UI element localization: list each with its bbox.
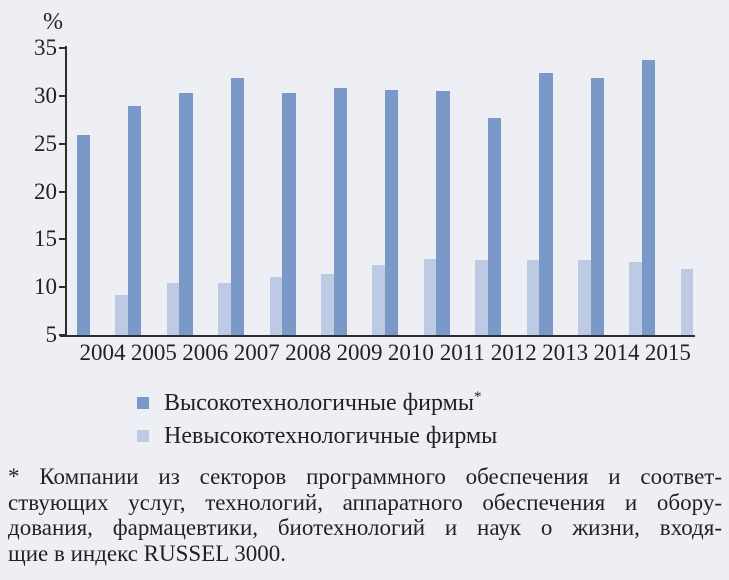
legend-swatch-lowtech: [137, 429, 149, 442]
x-tick-label-2007: 2007: [233, 340, 280, 365]
x-tick-label-2015: 2015: [644, 340, 691, 365]
y-tick-mark-15: [59, 238, 66, 241]
bar-hightech-2015: [641, 59, 656, 335]
bar-hightech-2014: [590, 77, 604, 335]
y-tick-label-15: 15: [34, 226, 57, 252]
x-tick-label-2004: 2004: [79, 340, 126, 365]
x-tick-label-2011: 2011: [439, 340, 485, 365]
y-tick-label-20: 20: [34, 178, 57, 204]
bar-lowtech-2013: [578, 260, 591, 335]
y-tick-mark-30: [59, 94, 66, 97]
bar-hightech-2007: [230, 77, 245, 335]
bar-lowtech-2010: [423, 258, 437, 335]
bar-lowtech-2006: [218, 283, 231, 335]
legend: Высокотехнологичные фирмы* Невысокотехно…: [137, 386, 497, 452]
bar-hightech-2012: [487, 117, 502, 335]
footnote-line-4: щие в индекс RUSSEL 3000.: [8, 540, 286, 566]
bar-lowtech-2015: [680, 269, 694, 335]
x-tick-label-2009: 2009: [336, 340, 383, 365]
y-axis-line: [65, 46, 67, 337]
bar-hightech-2009: [333, 88, 347, 335]
bar-lowtech-2005: [166, 283, 180, 335]
footnote-line-1: * Компании из секторов программного обес…: [8, 464, 722, 489]
bar-hightech-2011: [436, 91, 450, 335]
y-tick-mark-10: [59, 286, 66, 289]
x-tick-label-2010: 2010: [387, 340, 434, 365]
bar-lowtech-2011: [475, 260, 488, 335]
bar-lowtech-2014: [629, 262, 642, 335]
bar-lowtech-2009: [372, 265, 385, 335]
y-tick-label-25: 25: [34, 130, 57, 156]
legend-label-lowtech: Невысокотехнологичные фирмы: [164, 422, 497, 450]
footnote-line-3: дования, фармацевтики, биотехнологий и н…: [8, 515, 722, 540]
bar-lowtech-2007: [269, 276, 283, 335]
x-axis-line: [60, 335, 695, 337]
legend-label-hightech-asterisk: *: [473, 388, 482, 405]
y-tick-mark-25: [59, 142, 66, 145]
y-tick-label-10: 10: [34, 274, 57, 300]
bar-hightech-2010: [384, 90, 399, 335]
legend-label-hightech-text: Высокотехнологичные фирмы: [164, 389, 474, 416]
legend-label-hightech: Высокотехнологичные фирмы*: [164, 389, 481, 417]
legend-item-lowtech: Невысокотехнологичные фирмы: [137, 419, 497, 452]
bar-lowtech-2012: [526, 260, 540, 335]
x-tick-label-2005: 2005: [130, 340, 177, 365]
y-tick-label-5: 5: [45, 322, 58, 347]
x-tick-label-2008: 2008: [285, 340, 332, 365]
bar-hightech-2005: [127, 106, 142, 335]
x-tick-label-2013: 2013: [542, 340, 589, 365]
y-tick-label-35: 35: [34, 35, 57, 60]
legend-item-hightech: Высокотехнологичные фирмы*: [137, 386, 497, 419]
bar-hightech-2004: [76, 135, 90, 335]
bar-hightech-2013: [539, 72, 553, 335]
x-tick-label-2014: 2014: [593, 340, 640, 365]
legend-label-lowtech-text: Невысокотехнологичные фирмы: [164, 422, 498, 449]
y-tick-mark-20: [59, 190, 66, 193]
plot-area: [67, 48, 700, 335]
y-tick-mark-5: [59, 334, 66, 336]
y-tick-label-30: 30: [34, 82, 57, 108]
bar-hightech-2008: [282, 93, 296, 335]
y-axis-unit-label: %: [43, 9, 63, 35]
x-tick-label-2006: 2006: [182, 340, 229, 365]
bar-lowtech-2008: [321, 273, 334, 335]
y-tick-mark-35: [59, 47, 66, 49]
bar-hightech-2006: [179, 93, 193, 335]
footnote-line-2: ствующих услуг, технологий, аппаратного …: [8, 489, 722, 515]
legend-swatch-hightech: [137, 396, 149, 409]
footnote: * Компании из секторов программного обес…: [8, 464, 722, 566]
bar-lowtech-2004: [115, 294, 128, 335]
x-tick-label-2012: 2012: [490, 340, 537, 365]
